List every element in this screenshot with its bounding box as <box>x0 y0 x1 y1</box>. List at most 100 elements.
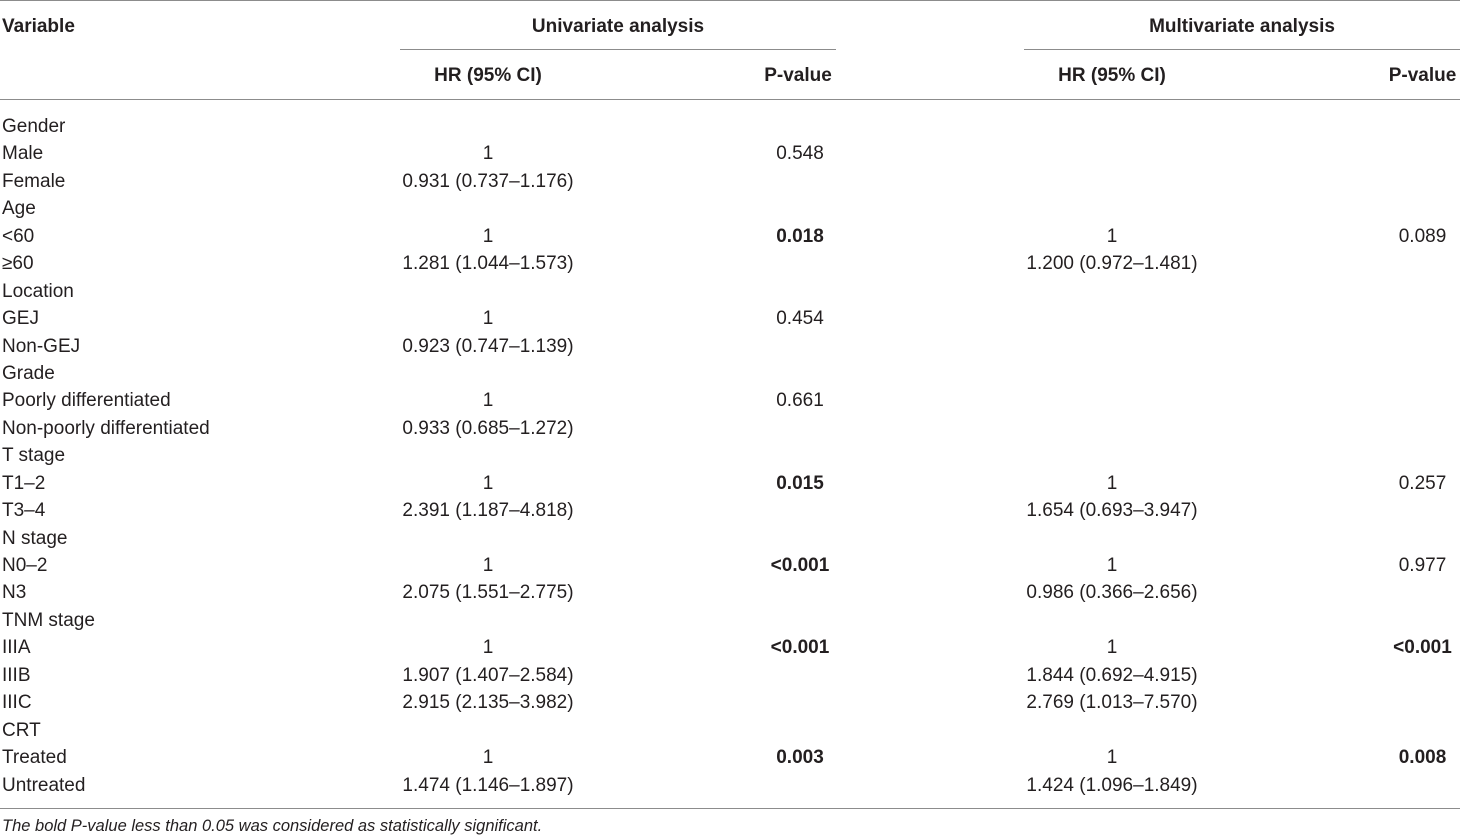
table-row: Female 0.931 (0.737–1.176) <box>0 168 1460 195</box>
cell-univariate-p: 0.454 <box>776 308 824 330</box>
cell-univariate-hr: 1.281 (1.044–1.573) <box>402 253 574 275</box>
cell-univariate-p: 0.015 <box>776 472 824 494</box>
cell-multivariate-hr: 1 <box>1106 637 1118 659</box>
table-row: Treated 1 0.003 1 0.008 <box>0 744 1460 771</box>
cell-univariate-p: 0.548 <box>776 143 824 165</box>
cell-univariate-hr: 1 <box>482 747 494 769</box>
table-row: <60 1 0.018 1 0.089 <box>0 223 1460 250</box>
cell-variable: TNM stage <box>2 609 95 631</box>
cell-univariate-hr: 1 <box>482 143 494 165</box>
table-row: Age <box>0 195 1460 222</box>
cell-univariate-hr: 1.907 (1.407–2.584) <box>402 664 574 686</box>
cell-variable: Treated <box>2 747 67 769</box>
cell-variable: N3 <box>2 582 27 604</box>
cell-multivariate-hr: 0.986 (0.366–2.656) <box>1026 582 1198 604</box>
cell-univariate-p: <0.001 <box>770 637 830 659</box>
table-row: TNM stage <box>0 607 1460 634</box>
cell-multivariate-p: 0.977 <box>1398 555 1447 576</box>
rule-header-bottom <box>0 99 1460 100</box>
cell-univariate-hr: 2.915 (2.135–3.982) <box>402 692 574 714</box>
cell-univariate-p: 0.661 <box>776 390 824 412</box>
cell-multivariate-hr: 2.769 (1.013–7.570) <box>1026 692 1198 714</box>
cell-variable: ≥60 <box>2 253 34 275</box>
cell-univariate-p: <0.001 <box>770 555 830 576</box>
table-row: N stage <box>0 525 1460 552</box>
cell-multivariate-p: 0.089 <box>1398 225 1447 247</box>
table-row: T1–2 1 0.015 1 0.257 <box>0 470 1460 497</box>
cell-variable: GEJ <box>2 308 39 330</box>
cell-variable: Poorly differentiated <box>2 390 171 412</box>
header-uni-p: P-value <box>764 65 832 86</box>
footnote: The bold P-value less than 0.05 was cons… <box>2 817 543 835</box>
rule-multivariate-span <box>1024 49 1460 50</box>
cell-multivariate-hr: 1 <box>1106 747 1118 769</box>
cell-univariate-hr: 0.923 (0.747–1.139) <box>402 335 574 357</box>
cell-variable: N stage <box>2 527 68 549</box>
table-row: IIIC 2.915 (2.135–3.982) 2.769 (1.013–7.57… <box>0 689 1460 716</box>
table-row: GEJ 1 0.454 <box>0 305 1460 332</box>
cell-variable: Non-GEJ <box>2 335 81 357</box>
cell-variable: IIIB <box>2 664 31 686</box>
cell-multivariate-hr: 1 <box>1106 472 1118 494</box>
cell-univariate-hr: 1 <box>482 308 494 330</box>
cell-multivariate-hr: 1.844 (0.692–4.915) <box>1026 664 1198 686</box>
cell-variable: <60 <box>2 225 35 247</box>
table-row: N3 2.075 (1.551–2.775) 0.986 (0.366–2.656) <box>0 579 1460 606</box>
table-row: ≥60 1.281 (1.044–1.573) 1.200 (0.972–1.481… <box>0 250 1460 277</box>
cell-variable: IIIC <box>2 692 32 714</box>
cell-variable: Grade <box>2 362 55 384</box>
cell-multivariate-hr: 1.424 (1.096–1.849) <box>1026 774 1198 796</box>
table-row: Non-GEJ 0.923 (0.747–1.139) <box>0 333 1460 360</box>
cell-multivariate-p: <0.001 <box>1393 637 1452 659</box>
cell-univariate-hr: 1.474 (1.146–1.897) <box>402 774 574 796</box>
cell-variable: T stage <box>2 445 66 467</box>
cell-univariate-hr: 1 <box>482 637 494 659</box>
cell-univariate-hr: 1 <box>482 225 494 247</box>
cell-univariate-hr: 2.075 (1.551–2.775) <box>402 582 574 604</box>
table-row: IIIA 1 <0.001 1 <0.001 <box>0 634 1460 661</box>
cell-multivariate-hr: 1 <box>1106 555 1118 576</box>
cell-variable: Non-poorly differentiated <box>2 417 210 439</box>
header-univariate: Univariate analysis <box>531 16 705 37</box>
cell-variable: N0–2 <box>2 555 48 576</box>
table-row: IIIB 1.907 (1.407–2.584) 1.844 (0.692–4.91… <box>0 662 1460 689</box>
cell-variable: Male <box>2 143 44 165</box>
cell-univariate-hr: 1 <box>482 555 494 576</box>
cell-univariate-p: 0.003 <box>776 747 824 769</box>
table-row: T stage <box>0 442 1460 469</box>
cell-univariate-hr: 2.391 (1.187–4.818) <box>402 500 574 522</box>
header-uni-hr: HR (95% CI) <box>434 65 542 86</box>
table-row: CRT <box>0 717 1460 744</box>
table-row: T3–4 2.391 (1.187–4.818) 1.654 (0.693–3.94… <box>0 497 1460 524</box>
cell-variable: T1–2 <box>2 472 46 494</box>
cell-univariate-hr: 0.931 (0.737–1.176) <box>402 170 574 192</box>
cell-multivariate-p: 0.257 <box>1398 472 1447 494</box>
header-multi-hr: HR (95% CI) <box>1058 65 1166 86</box>
cell-univariate-hr: 0.933 (0.685–1.272) <box>402 417 574 439</box>
table-body: Gender Male 1 0.548 Female 0.931 (0.737–1.176… <box>0 113 1460 799</box>
cell-variable: T3–4 <box>2 500 46 522</box>
table-row: Male 1 0.548 <box>0 140 1460 167</box>
cell-variable: Untreated <box>2 774 86 796</box>
rule-top <box>0 0 1460 1</box>
table-row: Untreated 1.474 (1.146–1.897) 1.424 (1.096… <box>0 772 1460 799</box>
cell-variable: Location <box>2 280 74 302</box>
cell-variable: Age <box>2 198 36 220</box>
rule-univariate-span <box>400 49 836 50</box>
cell-multivariate-hr: 1.200 (0.972–1.481) <box>1026 253 1198 275</box>
cell-variable: IIIA <box>2 637 31 659</box>
cell-univariate-p: 0.018 <box>776 225 824 247</box>
cell-variable: Female <box>2 170 66 192</box>
table-row: Gender <box>0 113 1460 140</box>
cell-univariate-hr: 1 <box>482 390 494 412</box>
table-row: Location <box>0 278 1460 305</box>
rule-table-bottom <box>0 808 1460 809</box>
table-row: Non-poorly differentiated 0.933 (0.685–1.… <box>0 415 1460 442</box>
header-variable: Variable <box>2 16 75 37</box>
cell-variable: CRT <box>2 719 41 741</box>
cell-multivariate-hr: 1.654 (0.693–3.947) <box>1026 500 1198 522</box>
table-row: N0–2 1 <0.001 1 0.977 <box>0 552 1460 579</box>
cell-multivariate-p: 0.008 <box>1398 747 1447 769</box>
cell-multivariate-hr: 1 <box>1106 225 1118 247</box>
table-row: Grade <box>0 360 1460 387</box>
